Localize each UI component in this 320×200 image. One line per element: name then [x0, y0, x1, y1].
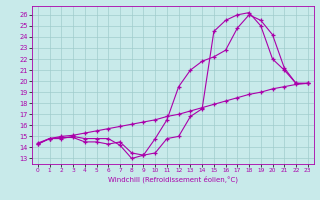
X-axis label: Windchill (Refroidissement éolien,°C): Windchill (Refroidissement éolien,°C) [108, 175, 238, 183]
